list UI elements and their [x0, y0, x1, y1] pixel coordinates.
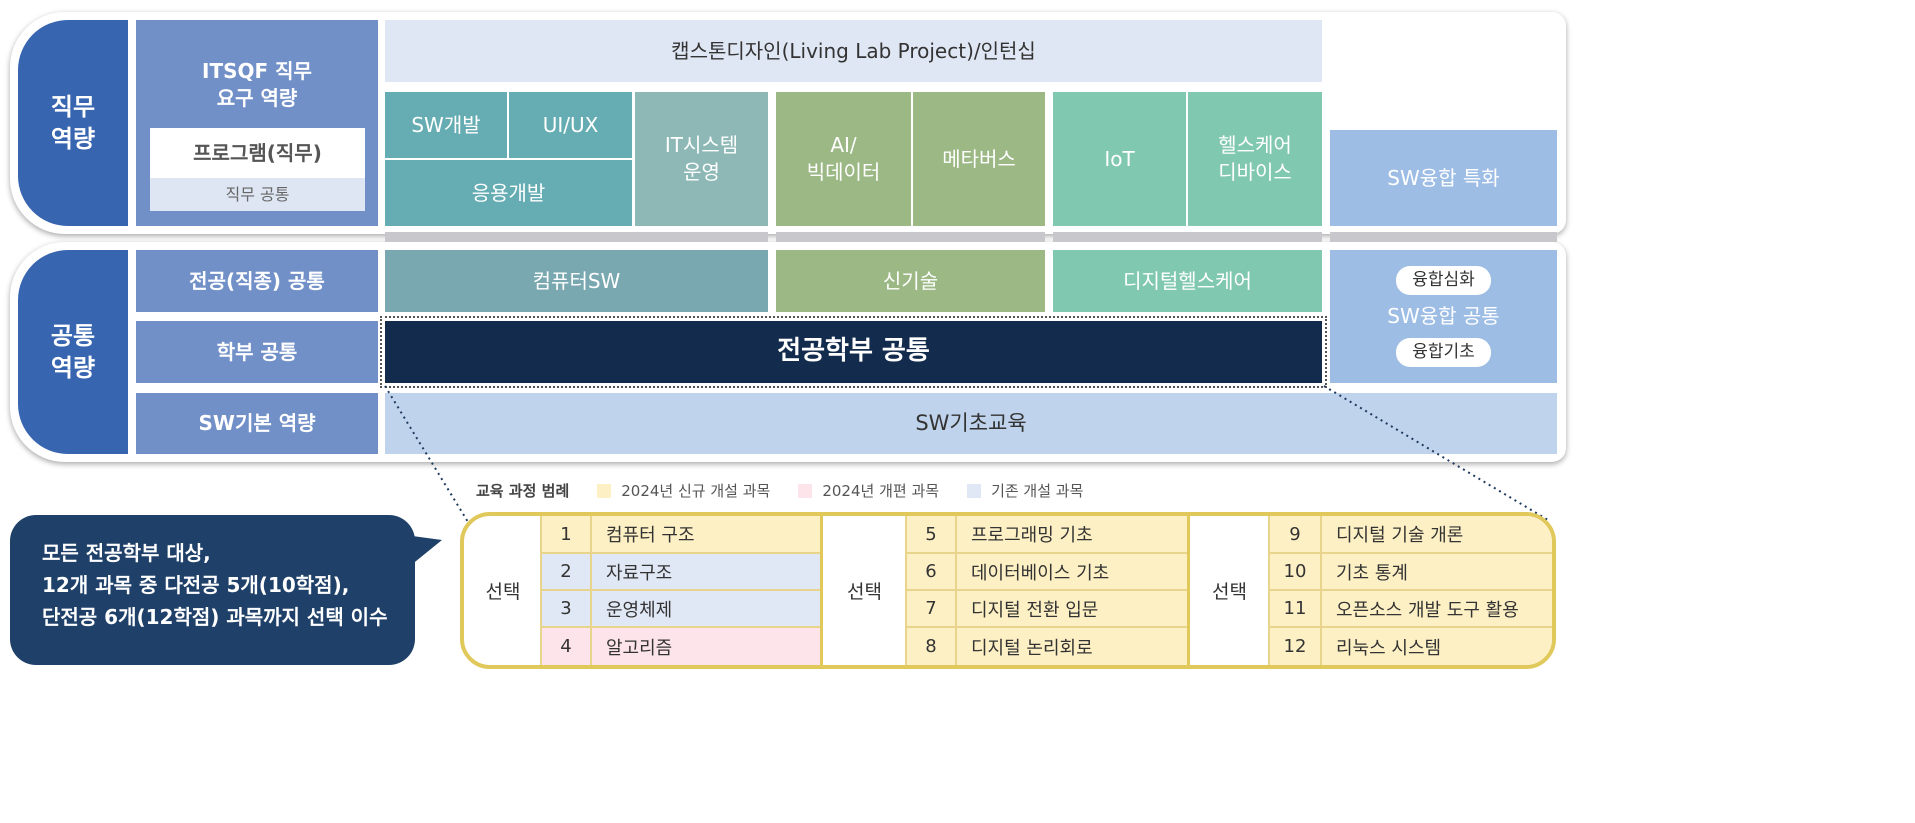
track-sw-dev: SW개발 — [385, 92, 507, 158]
group-label: 선택 — [847, 581, 882, 603]
common-competency-label: 공통 역량 — [18, 250, 128, 454]
course-number: 1 — [542, 516, 592, 554]
track-metaverse: 메타버스 — [913, 92, 1045, 226]
connector-left — [384, 385, 469, 523]
capstone-bar: 캡스톤디자인(Living Lab Project)/인턴십 — [385, 20, 1322, 82]
legend-swatch-new — [597, 483, 612, 498]
course-number: 4 — [542, 628, 592, 665]
divider — [540, 516, 542, 665]
legend-title: 교육 과정 범례 — [476, 482, 570, 500]
course-number: 7 — [907, 591, 957, 628]
track-app-dev: 응용개발 — [385, 160, 632, 226]
sw-basic-edu-block: SW기초교육 — [385, 393, 1557, 454]
course-name: 프로그래밍 기초 — [957, 516, 1187, 554]
divider — [776, 232, 1045, 242]
divider — [1187, 516, 1190, 665]
course-number: 11 — [1270, 591, 1322, 628]
job-common-box: 직무 공통 — [150, 178, 365, 211]
major-common-cell: 전공(직종) 공통 — [136, 250, 378, 312]
divider — [385, 232, 768, 242]
legend-swatch-revised — [798, 483, 813, 498]
sw-basic-cell: SW기본 역량 — [136, 393, 378, 454]
group-label: 선택 — [485, 581, 521, 603]
program-box: 프로그램(직무) — [150, 128, 365, 178]
course-number: 8 — [907, 628, 957, 665]
conv-basic-pill: 융합기초 — [1396, 338, 1491, 367]
legend-swatch-existing — [967, 483, 982, 498]
course-name: 데이터베이스 기초 — [957, 554, 1187, 591]
callout-note: 모든 전공학부 대상, 12개 과목 중 다전공 5개(10학점), 단전공 6… — [10, 515, 415, 665]
track-uiux: UI/UX — [509, 92, 632, 158]
callout-line: 모든 전공학부 대상, — [42, 541, 211, 565]
sw-conv-common-block: 융합심화 SW융합 공통 융합기초 — [1330, 250, 1557, 383]
computer-sw-block: 컴퓨터SW — [385, 250, 768, 312]
track-iot: IoT — [1053, 92, 1186, 226]
callout-line: 12개 과목 중 다전공 5개(10학점), — [42, 573, 350, 597]
course-name: 디지털 논리회로 — [957, 628, 1187, 665]
course-table: 선택 1 컴퓨터 구조 2 자료구조 3 운영체제 4 알고리즘 선택 5 프로그래밍 기초 6 데이터베… — [460, 512, 1556, 669]
track-health-device: 헬스케어 디바이스 — [1188, 92, 1322, 226]
digital-health-block: 디지털헬스케어 — [1053, 250, 1322, 312]
job-competency-label: 직무 역량 — [18, 20, 128, 226]
school-common-block: 전공학부 공통 — [380, 316, 1327, 388]
course-name: 알고리즘 — [592, 628, 820, 665]
course-number: 10 — [1270, 554, 1322, 591]
legend: 교육 과정 범례 2024년 신규 개설 과목 2024년 개편 과목 기존 개… — [476, 480, 1083, 501]
course-name: 기초 통계 — [1322, 554, 1552, 591]
legend-label: 2024년 신규 개설 과목 — [621, 482, 771, 500]
sw-convergence-special: SW융합 특화 — [1330, 130, 1557, 226]
course-number: 5 — [907, 516, 957, 554]
course-name: 디지털 기술 개론 — [1322, 516, 1552, 554]
course-number: 6 — [907, 554, 957, 591]
connector-right — [1323, 385, 1549, 521]
course-number: 2 — [542, 554, 592, 591]
new-tech-block: 신기술 — [776, 250, 1045, 312]
course-name: 운영체제 — [592, 591, 820, 628]
course-number: 9 — [1270, 516, 1322, 554]
callout-line: 단전공 6개(12학점) 과목까지 선택 이수 — [42, 605, 388, 629]
divider — [1053, 232, 1322, 242]
course-number: 3 — [542, 591, 592, 628]
divider — [1330, 232, 1557, 242]
track-ai-bigdata: AI/ 빅데이터 — [776, 92, 911, 226]
course-name: 오픈소스 개발 도구 활용 — [1322, 591, 1552, 628]
course-name: 자료구조 — [592, 554, 820, 591]
legend-label: 2024년 개편 과목 — [822, 482, 940, 500]
course-number: 12 — [1270, 628, 1322, 665]
sw-conv-common-label: SW융합 공통 — [1387, 304, 1500, 328]
conv-advanced-pill: 융합심화 — [1396, 266, 1491, 295]
track-it-ops: IT시스템 운영 — [635, 92, 768, 226]
divider — [820, 516, 823, 665]
course-name: 리눅스 시스템 — [1322, 628, 1552, 665]
group-label: 선택 — [1212, 581, 1247, 603]
legend-label: 기존 개설 과목 — [991, 482, 1084, 500]
divider — [1268, 516, 1270, 665]
school-common-label: 전공학부 공통 — [385, 321, 1322, 383]
course-name: 디지털 전환 입문 — [957, 591, 1187, 628]
dept-common-cell: 학부 공통 — [136, 321, 378, 383]
divider — [905, 516, 907, 665]
itsqf-label: ITSQF 직무 요구 역량 — [202, 59, 312, 110]
course-name: 컴퓨터 구조 — [592, 516, 820, 554]
